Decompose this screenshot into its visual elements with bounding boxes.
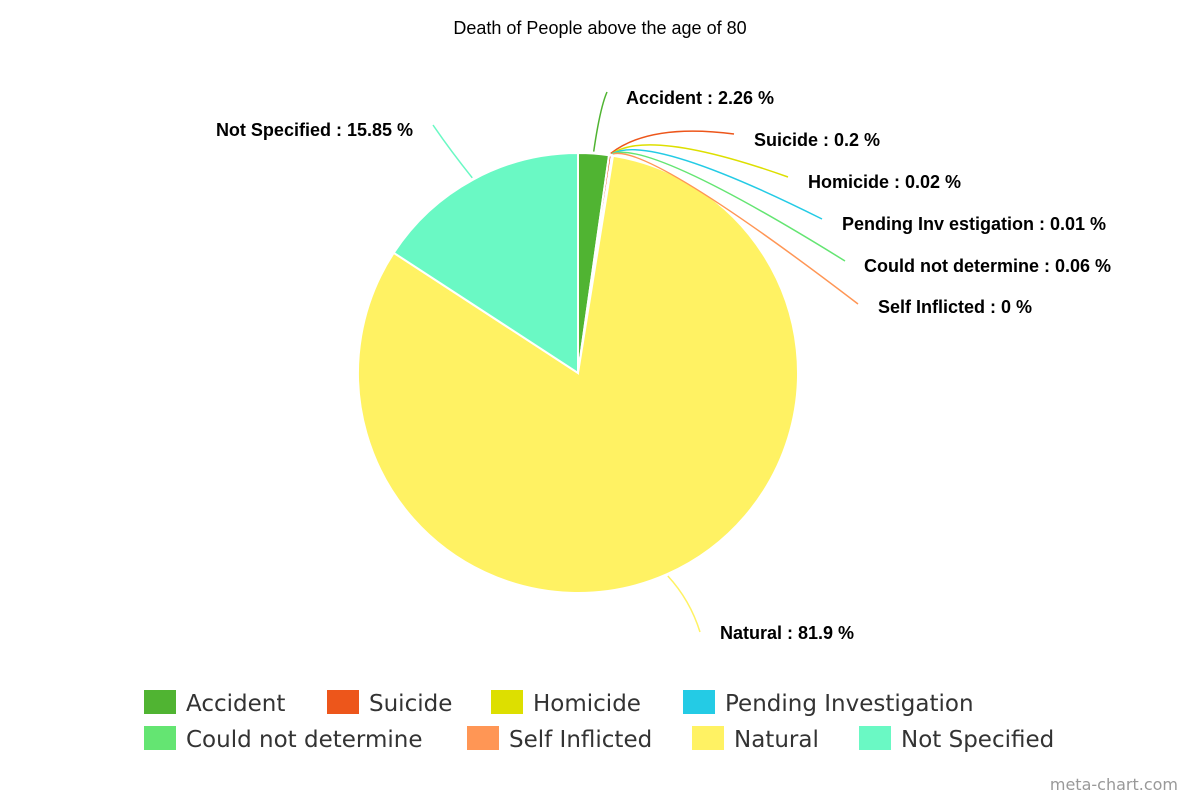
chart-title: Death of People above the age of 80 (453, 18, 746, 38)
legend-label-could-not-determine: Could not determine (186, 727, 422, 753)
legend-label-pending-investigation: Pending Investigation (725, 691, 974, 717)
data-label-accident: Accident : 2.26 % (626, 88, 774, 108)
legend-label-not-specified: Not Specified (901, 727, 1054, 753)
label-connectors (432, 91, 859, 633)
data-label-suicide: Suicide : 0.2 % (754, 130, 880, 150)
connector-self-inflicted (613, 152, 859, 305)
legend-item-homicide[interactable]: Homicide (491, 690, 641, 717)
legend-label-natural: Natural (734, 727, 819, 753)
connector-natural (667, 575, 701, 633)
legend-swatch-self-inflicted (467, 726, 499, 750)
legend-label-accident: Accident (186, 691, 285, 717)
legend-label-self-inflicted: Self Inflicted (509, 727, 652, 753)
legend-item-natural[interactable]: Natural (692, 726, 819, 753)
legend-item-self-inflicted[interactable]: Self Inflicted (467, 726, 652, 753)
legend-item-could-not-determine[interactable]: Could not determine (144, 726, 422, 753)
data-label-pending-investigation: Pending Inv estigation : 0.01 % (842, 214, 1106, 234)
slice-labels: Accident : 2.26 % Suicide : 0.2 % Homicide… (216, 88, 1111, 643)
credit-text: meta-chart.com (1050, 775, 1178, 794)
pie-slice-not-specified (392, 151, 579, 375)
pie-slices (357, 151, 799, 594)
legend-item-suicide[interactable]: Suicide (327, 690, 452, 717)
legend-swatch-natural (692, 726, 724, 750)
legend-swatch-not-specified (859, 726, 891, 750)
connector-homicide (611, 144, 789, 178)
connector-accident (592, 91, 608, 152)
data-label-homicide: Homicide : 0.02 % (808, 172, 961, 192)
legend-swatch-homicide (491, 690, 523, 714)
data-label-natural: Natural : 81.9 % (720, 623, 854, 643)
connector-not-specified (432, 124, 473, 179)
connector-pending-investigation (612, 148, 823, 220)
connector-suicide (610, 130, 735, 155)
legend-item-pending-investigation[interactable]: Pending Investigation (683, 690, 974, 717)
data-label-self-inflicted: Self Inflicted : 0 % (878, 297, 1032, 317)
legend-swatch-pending-investigation (683, 690, 715, 714)
connector-could-not-determine (612, 151, 846, 262)
legend-swatch-could-not-determine (144, 726, 176, 750)
legend-label-homicide: Homicide (533, 691, 641, 717)
legend-item-accident[interactable]: Accident (144, 690, 285, 717)
legend-swatch-accident (144, 690, 176, 714)
pie-slice-natural (357, 154, 799, 594)
data-label-could-not-determine: Could not determine : 0.06 % (864, 256, 1111, 276)
data-label-not-specified: Not Specified : 15.85 % (216, 120, 413, 140)
legend-item-not-specified[interactable]: Not Specified (859, 726, 1054, 753)
legend-swatch-suicide (327, 690, 359, 714)
legend-label-suicide: Suicide (369, 691, 452, 717)
legend: Accident Suicide Homicide Pending Investiga… (144, 690, 1054, 753)
